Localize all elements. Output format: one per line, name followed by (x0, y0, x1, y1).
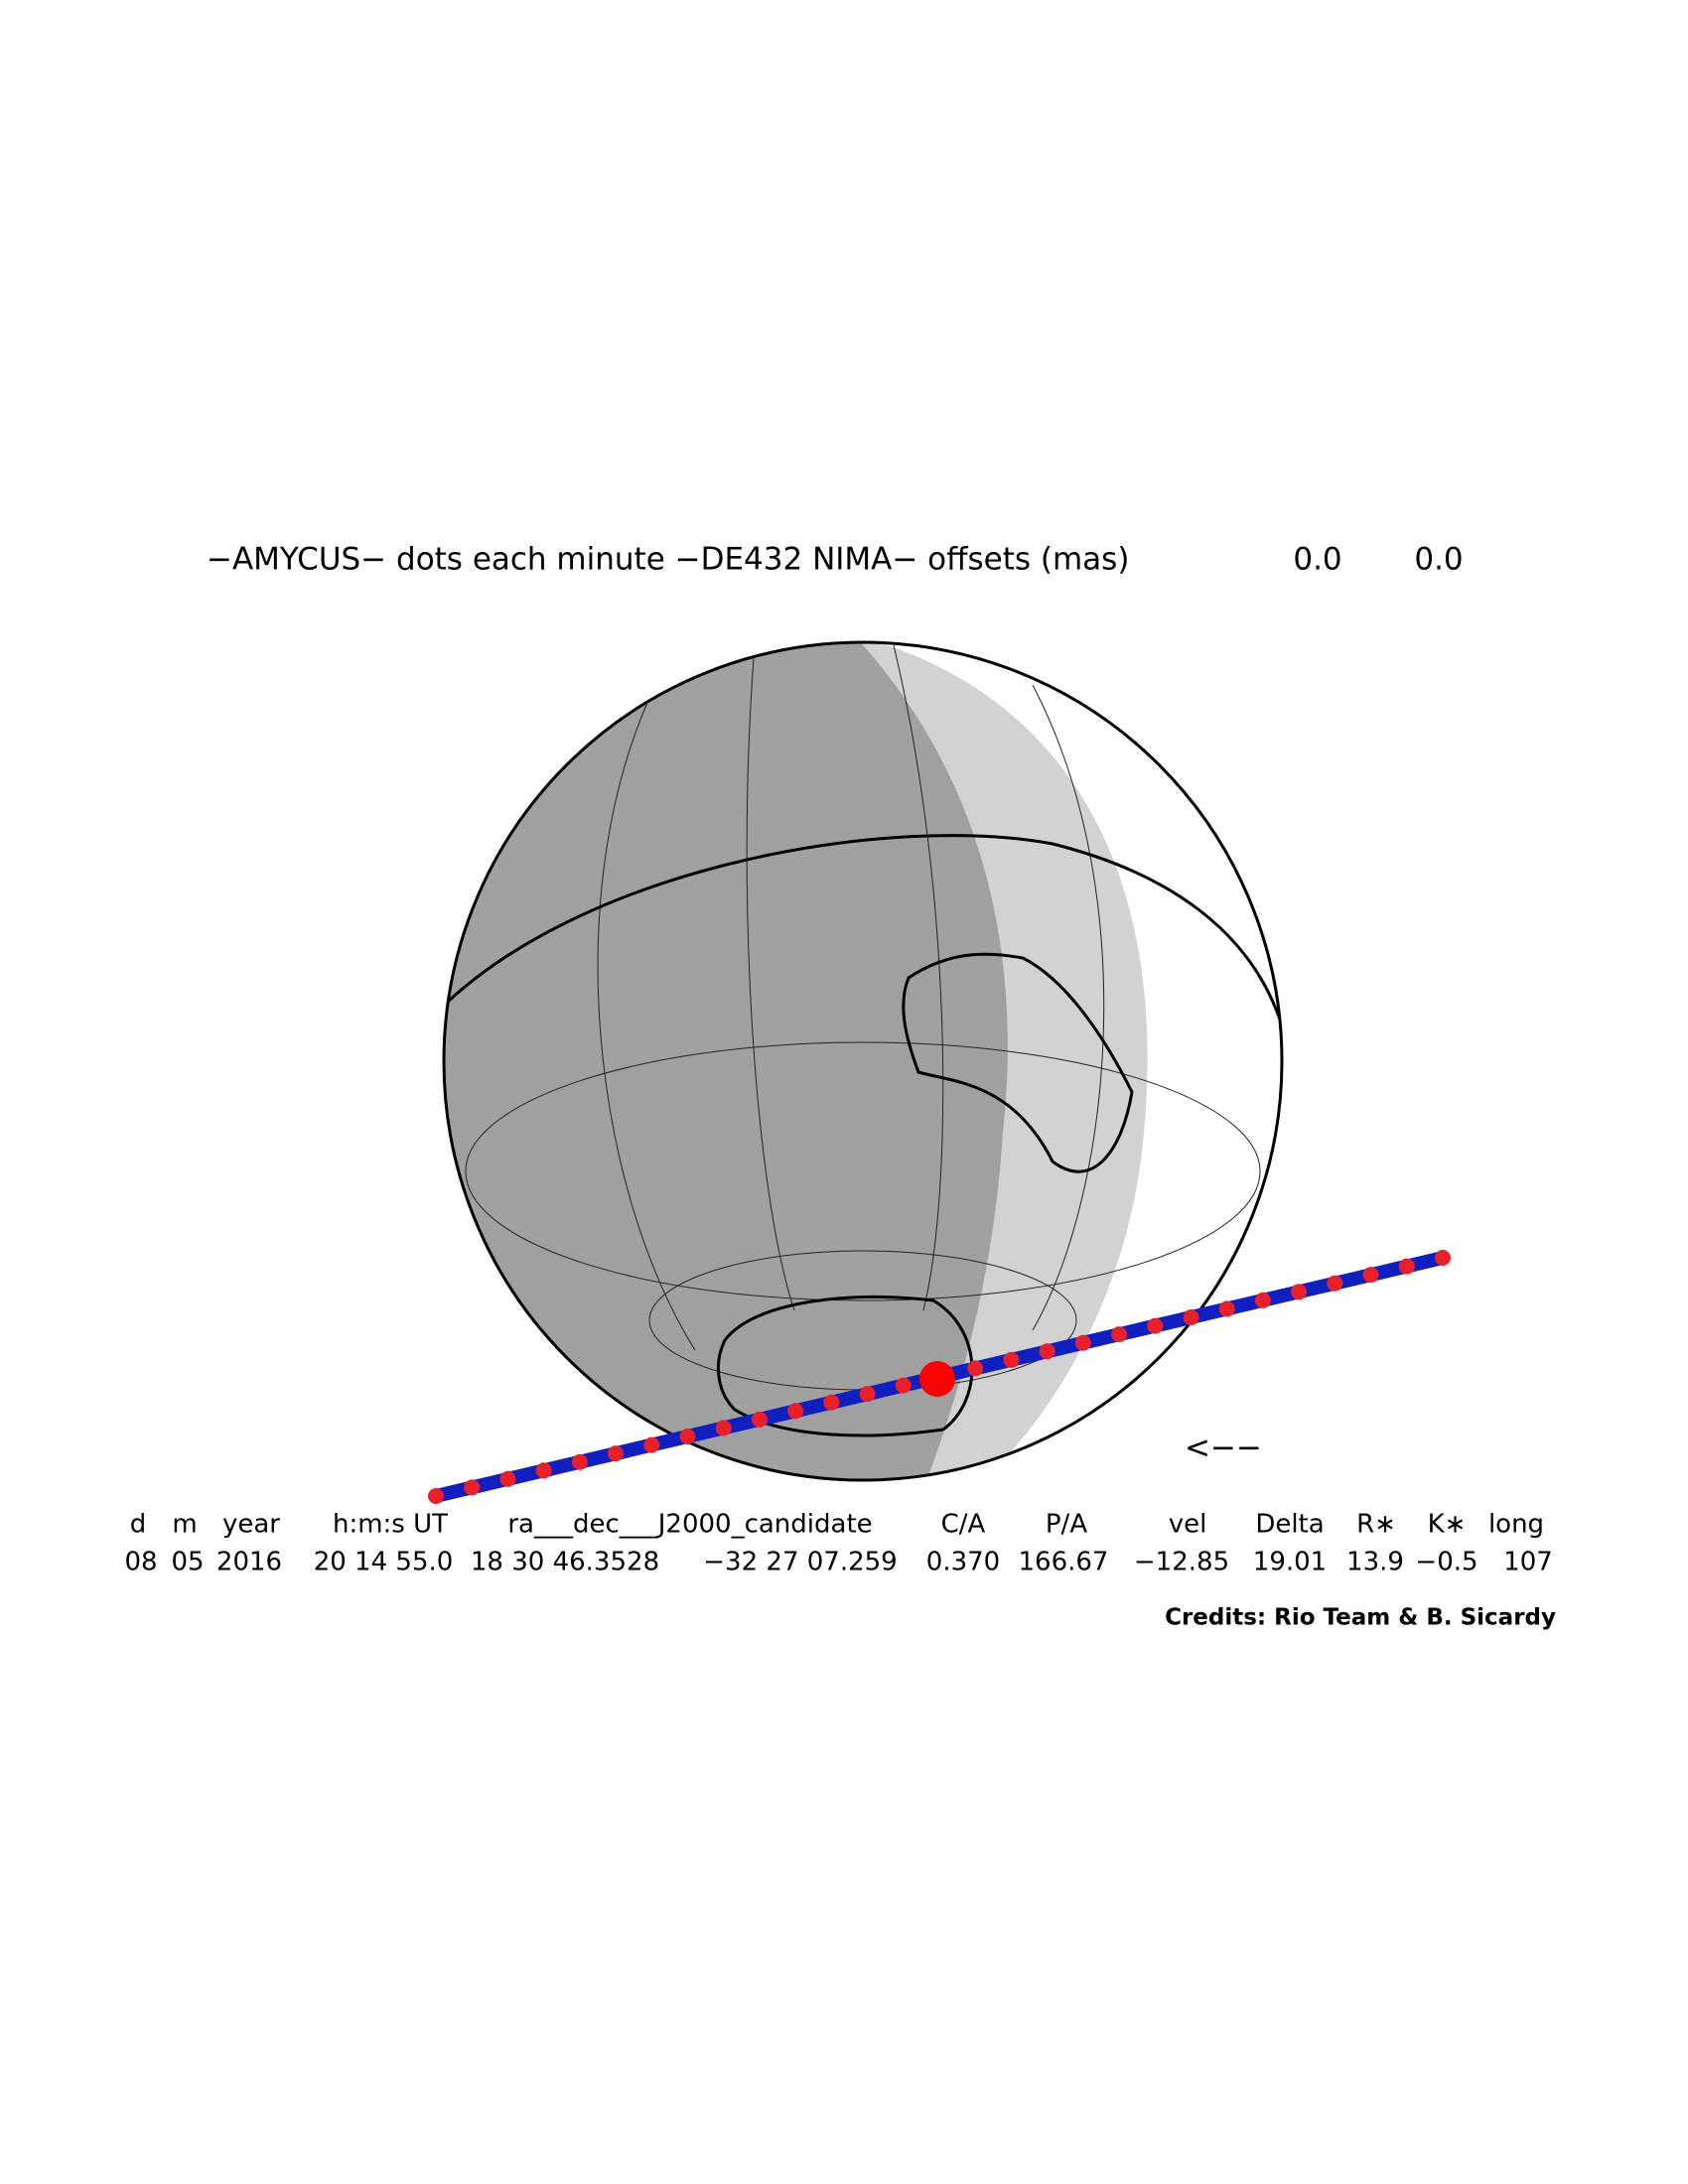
table-value: 166.67 (1019, 1548, 1109, 1577)
minute-dot (679, 1429, 696, 1444)
graticule (465, 644, 1261, 1391)
table-value: −32 27 07.259 (703, 1548, 897, 1577)
table-header: R∗ (1356, 1510, 1396, 1540)
table-value: −12.85 (1134, 1548, 1229, 1577)
table-value: 19.01 (1253, 1548, 1327, 1577)
table-value: 0.370 (926, 1548, 1000, 1577)
night-side (444, 642, 1008, 1480)
table-value: 05 (171, 1548, 204, 1577)
table-header: long (1488, 1510, 1544, 1540)
table-value: 18 30 46.3528 (471, 1548, 659, 1577)
minute-dot (535, 1462, 552, 1479)
minute-dot (787, 1403, 804, 1420)
minute-dot (715, 1420, 732, 1436)
table-value: 107 (1503, 1548, 1553, 1577)
minute-dot (1398, 1258, 1415, 1275)
table-header: h:m:s UT (333, 1510, 448, 1540)
minute-dot (1183, 1309, 1199, 1325)
minute-dot (608, 1445, 625, 1462)
minute-dot (859, 1386, 876, 1403)
credits: Credits: Rio Team & B. Sicardy (1165, 1605, 1556, 1631)
offset-dec: 0.0 (1414, 542, 1463, 578)
table-header: vel (1169, 1510, 1207, 1540)
minute-dot (1147, 1317, 1164, 1334)
minute-dot (499, 1470, 516, 1487)
minute-dot (428, 1488, 444, 1504)
table-value: 2016 (216, 1548, 282, 1577)
table-header: C/A (941, 1510, 986, 1540)
minute-dot (1111, 1326, 1128, 1343)
ephemeris-table: d m year h:m:s UT ra___dec___J2000_candidate… (124, 1510, 1552, 1577)
table-header: d (130, 1510, 147, 1540)
shadow-track (428, 1250, 1451, 1504)
table-header: year (222, 1510, 280, 1540)
globe (442, 640, 1284, 1482)
table-header: m (172, 1510, 197, 1540)
minute-dot (1039, 1343, 1055, 1360)
minute-dot (1327, 1275, 1343, 1292)
minute-dot (1291, 1284, 1308, 1300)
minute-dot (751, 1411, 768, 1428)
direction-arrow: <−− (1185, 1431, 1262, 1466)
minute-dot (464, 1479, 481, 1496)
minute-dot (1435, 1250, 1451, 1266)
central-instant (919, 1361, 955, 1397)
minute-dot (895, 1377, 912, 1394)
minute-dot (1254, 1292, 1271, 1308)
table-value: −0.5 (1415, 1548, 1477, 1577)
minute-dot (967, 1360, 984, 1377)
equator (445, 834, 1282, 1024)
minute-dot (571, 1453, 588, 1470)
title: −AMYCUS− dots each minute −DE432 NIMA− o… (207, 542, 1129, 578)
minute-dot (823, 1394, 840, 1411)
table-header: P/A (1046, 1510, 1087, 1540)
australia-outline (902, 952, 1134, 1173)
minute-dot (643, 1436, 660, 1453)
minute-dot (1003, 1351, 1020, 1368)
table-value: 20 14 55.0 (314, 1548, 454, 1577)
antarctica-outline (716, 1295, 974, 1437)
table-header: K∗ (1428, 1510, 1467, 1540)
minute-dot (1218, 1300, 1235, 1317)
table-header: ra___dec___J2000_candidate (507, 1510, 872, 1540)
table-value: 08 (124, 1548, 157, 1577)
table-value: 13.9 (1346, 1548, 1404, 1577)
table-header: Delta (1255, 1510, 1324, 1540)
globe-limb (442, 640, 1284, 1482)
minute-dot (1074, 1334, 1091, 1351)
offset-ra: 0.0 (1293, 542, 1341, 578)
minute-dot (1362, 1267, 1379, 1284)
